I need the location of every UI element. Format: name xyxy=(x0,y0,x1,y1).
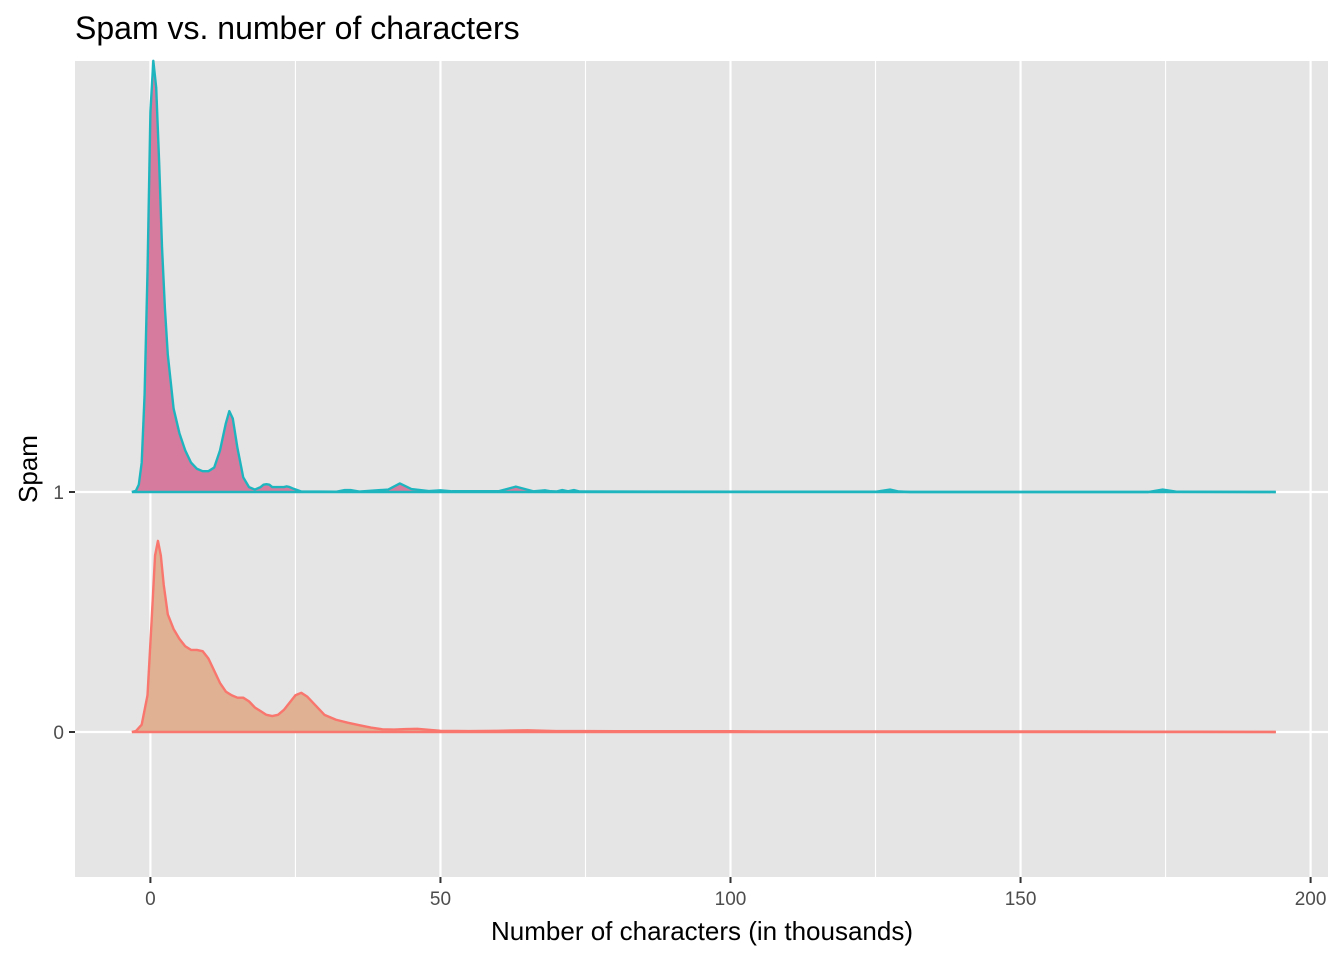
ridge-line-0 xyxy=(131,539,1276,734)
plot-panel xyxy=(75,61,1328,877)
ridge-line-1 xyxy=(131,59,1276,494)
y-tick-label: 1 xyxy=(53,483,64,504)
chart-title: Spam vs. number of characters xyxy=(75,10,520,46)
x-tick-label: 50 xyxy=(430,889,451,910)
x-tick-label: 0 xyxy=(145,889,156,910)
x-axis-title: Number of characters (in thousands) xyxy=(491,916,913,946)
y-tick-label: 0 xyxy=(53,723,64,744)
y-axis-title: Spam xyxy=(13,435,43,503)
x-tick-label: 150 xyxy=(1005,889,1037,910)
ridge-area-0 xyxy=(131,540,1276,732)
ridge-0 xyxy=(131,539,1276,734)
x-tick-label: 100 xyxy=(715,889,747,910)
ridge-1 xyxy=(131,59,1276,494)
axes: 0 50 100 150 200 0 1 xyxy=(53,483,1326,910)
density-ridges xyxy=(131,59,1276,734)
x-tick-label: 200 xyxy=(1295,889,1327,910)
